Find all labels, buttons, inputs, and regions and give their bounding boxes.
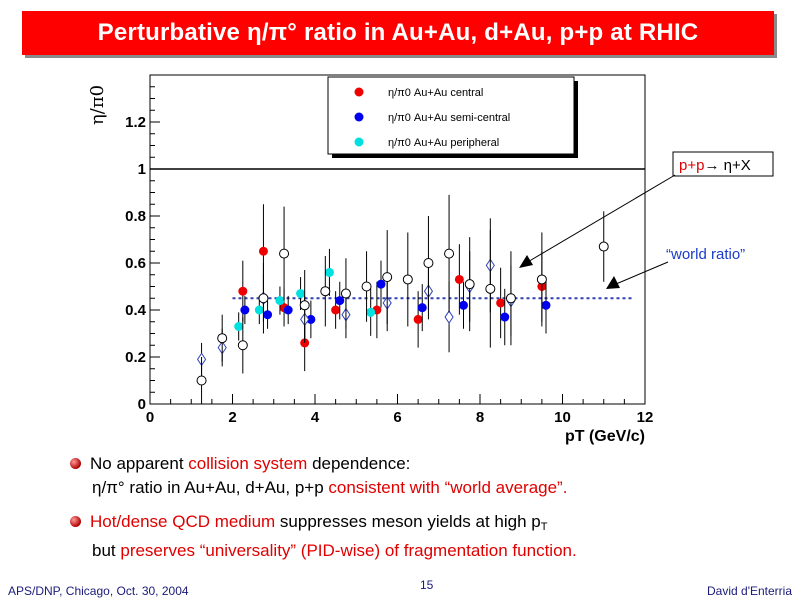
footer-author: David d'Enterria — [707, 584, 792, 598]
pp-arrowhead — [519, 255, 533, 268]
legend-marker — [354, 87, 364, 97]
data-point — [296, 289, 306, 299]
page-number: 15 — [420, 578, 434, 592]
legend-entry: η/π0 Au+Au central — [388, 87, 483, 99]
slide-title: Perturbative η/π° ratio in Au+Au, d+Au, … — [97, 19, 699, 46]
pp-arrow-line — [525, 174, 676, 264]
data-point — [423, 258, 434, 268]
y-axis-label: η/π0 — [87, 85, 108, 125]
bullet-dot-icon — [70, 458, 81, 469]
data-point — [541, 300, 551, 310]
y-tick-label: 1 — [138, 161, 146, 178]
x-tick-label: 10 — [554, 409, 571, 426]
bullet-item: No apparent collision system dependence:… — [70, 452, 770, 500]
data-point — [459, 300, 468, 310]
data-point — [340, 288, 351, 299]
y-tick-label: 0.8 — [125, 208, 146, 225]
data-point — [444, 248, 455, 259]
bullet-1-line2: η/π° ratio in Au+Au, d+Au, p+p consisten… — [92, 478, 568, 497]
data-point — [376, 279, 386, 289]
world-arrowhead — [606, 276, 620, 289]
data-point — [382, 272, 393, 283]
bullet-2-line2: but preserves “universality” (PID-wise) … — [92, 541, 577, 560]
data-point — [598, 241, 609, 252]
data-point — [413, 314, 423, 324]
data-point — [444, 310, 454, 324]
y-tick-label: 0.4 — [125, 302, 147, 319]
data-point — [320, 286, 331, 297]
data-point — [505, 293, 516, 304]
x-axis-label: pT (GeV/c) — [565, 428, 645, 445]
data-point — [496, 298, 506, 308]
data-point — [238, 286, 248, 296]
bullet-list: No apparent collision system dependence:… — [70, 452, 770, 563]
data-point — [306, 314, 316, 324]
data-point — [331, 305, 341, 315]
data-point — [485, 283, 496, 294]
data-point — [196, 375, 207, 386]
bullet-item: Hot/dense QCD medium suppresses meson yi… — [70, 510, 770, 563]
x-tick-label: 4 — [311, 409, 320, 426]
data-point — [275, 296, 285, 306]
bullet-2-line1: Hot/dense QCD medium suppresses meson yi… — [90, 512, 548, 533]
data-point — [335, 296, 345, 306]
slide-title-bar: Perturbative η/π° ratio in Au+Au, d+Au, … — [22, 11, 774, 55]
data-point — [234, 321, 244, 331]
bullet-dot-icon — [70, 516, 81, 527]
data-point — [500, 312, 510, 322]
data-point — [536, 274, 547, 285]
footer-conference: APS/DNP, Chicago, Oct. 30, 2004 — [8, 584, 189, 598]
data-point — [237, 340, 248, 351]
data-point — [417, 303, 427, 313]
legend-box — [327, 76, 575, 155]
x-tick-label: 8 — [476, 409, 484, 426]
data-point — [283, 305, 293, 315]
data-point — [263, 310, 273, 320]
data-point — [402, 274, 413, 285]
data-point — [258, 293, 269, 304]
data-point — [299, 300, 310, 311]
data-point — [324, 267, 334, 277]
data-point — [254, 305, 264, 315]
legend-marker — [354, 112, 364, 122]
legend-entry: η/π0 Au+Au semi-central — [388, 112, 510, 124]
world-ratio-label: “world ratio” — [666, 246, 745, 263]
data-point — [366, 307, 376, 317]
x-tick-label: 12 — [637, 409, 654, 426]
data-point — [217, 333, 228, 344]
legend-marker — [354, 137, 364, 147]
data-point — [361, 281, 372, 292]
data-point — [454, 274, 464, 284]
y-tick-label: 0 — [138, 396, 146, 413]
x-tick-label: 2 — [228, 409, 236, 426]
y-tick-label: 0.6 — [125, 255, 146, 272]
y-tick-label: 0.2 — [125, 349, 146, 366]
world-arrow-line — [615, 261, 669, 285]
y-tick-label: 1.2 — [125, 114, 146, 131]
x-tick-label: 0 — [146, 409, 154, 426]
pp-annotation-label: p+p→ η+X — [679, 157, 751, 174]
data-point — [240, 305, 250, 315]
data-point — [279, 248, 290, 259]
x-tick-label: 6 — [393, 409, 401, 426]
data-point — [258, 246, 268, 256]
pp-annotation-box — [672, 151, 774, 177]
bullet-1-line1: No apparent collision system dependence: — [90, 454, 411, 473]
legend-entry: η/π0 Au+Au peripheral — [388, 137, 499, 149]
data-point — [464, 279, 475, 290]
